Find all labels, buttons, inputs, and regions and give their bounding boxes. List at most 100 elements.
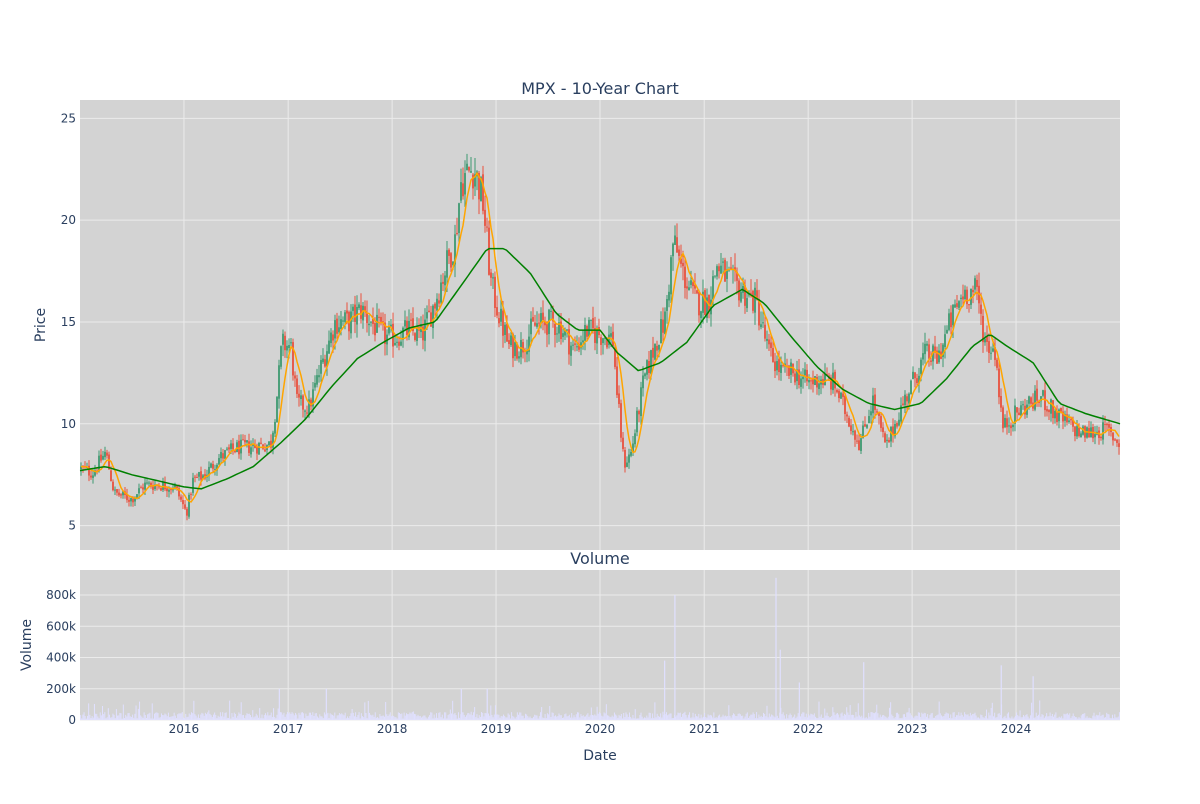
volume-bar — [858, 715, 860, 720]
volume-bar — [434, 717, 436, 720]
candle-body — [1078, 427, 1080, 437]
candle-body — [112, 481, 114, 491]
volume-bar — [1017, 715, 1019, 720]
x-tick-label: 2024 — [1001, 722, 1032, 736]
volume-bar — [189, 714, 191, 720]
volume-bar — [650, 718, 652, 720]
volume-bar — [868, 712, 870, 720]
volume-bar — [639, 715, 641, 720]
candle-body — [306, 412, 308, 414]
volume-bar — [962, 716, 964, 720]
candle-body — [1018, 412, 1020, 416]
volume-bar — [1058, 716, 1060, 720]
candle-body — [376, 314, 378, 333]
volume-bar — [633, 718, 635, 720]
volume-bar — [237, 715, 239, 720]
candle-body — [886, 439, 888, 441]
candle-body — [930, 360, 932, 362]
volume-bar — [336, 715, 338, 720]
volume-bar — [726, 716, 728, 720]
volume-bar — [514, 718, 516, 720]
volume-bar — [529, 716, 531, 720]
candle-body — [396, 341, 398, 343]
volume-bar — [464, 716, 466, 720]
volume-bar — [126, 716, 128, 720]
candle-body — [108, 454, 110, 470]
candle-body — [992, 348, 994, 352]
volume-bar — [432, 718, 434, 720]
volume-bar — [142, 717, 144, 720]
volume-bar — [329, 713, 331, 720]
volume-bar — [288, 713, 290, 720]
candle-body — [1040, 396, 1042, 402]
volume-bar — [682, 713, 684, 720]
volume-bar — [951, 718, 953, 720]
volume-bar — [452, 700, 454, 720]
volume-bar — [608, 715, 610, 720]
volume-bar — [253, 717, 255, 720]
volume-bar — [913, 717, 915, 720]
volume-bar — [140, 715, 142, 720]
candle-body — [912, 371, 914, 380]
volume-bar — [642, 718, 644, 720]
volume-bar — [1100, 716, 1102, 720]
volume-bar — [878, 717, 880, 720]
volume-bar — [603, 712, 605, 720]
volume-bar — [976, 717, 978, 720]
volume-bar — [886, 718, 888, 720]
volume-bar — [125, 714, 127, 720]
volume-bar — [1025, 714, 1027, 720]
candle-body — [272, 432, 274, 448]
x-tick-label: 2018 — [377, 722, 408, 736]
volume-bar — [929, 715, 931, 720]
candle-body — [406, 320, 408, 336]
volume-bar — [509, 718, 511, 720]
volume-bar — [418, 716, 420, 720]
candle-body — [794, 373, 796, 383]
volume-bar — [630, 716, 632, 720]
candle-body — [982, 315, 984, 343]
volume-bar — [624, 717, 626, 720]
volume-bar — [843, 713, 845, 720]
volume-bar — [281, 712, 283, 720]
candle-body — [924, 343, 926, 355]
candle-body — [906, 396, 908, 402]
candle-body — [900, 405, 902, 422]
volume-bar — [996, 717, 998, 720]
candle-body — [720, 265, 722, 274]
candle-body — [620, 403, 622, 438]
candle-body — [1052, 400, 1054, 419]
volume-bar — [1114, 714, 1116, 720]
volume-bar — [744, 716, 746, 720]
candle-body — [126, 494, 128, 501]
candle-body — [442, 281, 444, 284]
volume-bar — [403, 712, 405, 720]
candle-body — [242, 439, 244, 441]
volume-bar — [233, 712, 235, 720]
volume-bar — [766, 705, 768, 720]
volume-bar — [607, 715, 609, 720]
volume-bar — [340, 714, 342, 720]
candle-body — [608, 334, 610, 346]
volume-bar — [179, 713, 181, 720]
volume-bar — [934, 717, 936, 720]
volume-bar — [400, 714, 402, 720]
volume-bar — [491, 714, 493, 720]
volume-y-tick-label: 600k — [46, 619, 76, 633]
volume-bar — [170, 716, 172, 720]
volume-bar — [469, 714, 471, 720]
candle-body — [114, 489, 116, 491]
candle-body — [552, 311, 554, 322]
volume-bar — [230, 718, 232, 720]
candle-body — [1050, 399, 1052, 414]
volume-bar — [438, 712, 440, 720]
volume-bar — [81, 718, 83, 720]
volume-bar — [1005, 717, 1007, 720]
volume-bar — [215, 714, 217, 720]
candle-body — [232, 443, 234, 450]
volume-bar — [427, 716, 429, 720]
candle-body — [880, 416, 882, 428]
candle-body — [160, 487, 162, 491]
volume-bar — [314, 713, 316, 720]
